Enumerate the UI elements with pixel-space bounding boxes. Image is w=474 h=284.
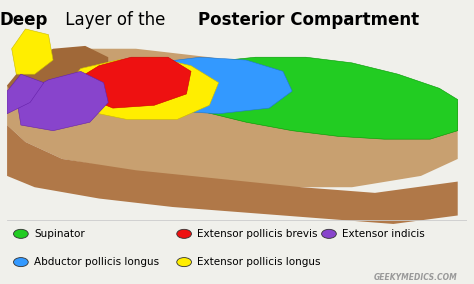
Text: Supinator: Supinator <box>34 229 85 239</box>
Polygon shape <box>7 46 108 111</box>
Polygon shape <box>62 57 219 119</box>
Polygon shape <box>7 74 44 114</box>
Polygon shape <box>7 125 458 224</box>
Circle shape <box>177 229 191 238</box>
Polygon shape <box>182 57 458 139</box>
Circle shape <box>322 229 337 238</box>
Polygon shape <box>16 71 108 131</box>
Circle shape <box>14 229 28 238</box>
Text: Extensor indicis: Extensor indicis <box>342 229 425 239</box>
Text: Abductor pollicis longus: Abductor pollicis longus <box>34 257 159 267</box>
Text: Deep: Deep <box>0 11 47 29</box>
Text: Extensor pollicis brevis: Extensor pollicis brevis <box>198 229 318 239</box>
Polygon shape <box>76 57 191 108</box>
Text: Layer of the: Layer of the <box>60 11 170 29</box>
Text: Posterior Compartment: Posterior Compartment <box>198 11 419 29</box>
Circle shape <box>14 258 28 267</box>
Text: Extensor pollicis longus: Extensor pollicis longus <box>198 257 321 267</box>
Text: GEEKYMEDICS.COM: GEEKYMEDICS.COM <box>374 273 458 282</box>
Polygon shape <box>94 57 292 114</box>
Polygon shape <box>7 49 458 187</box>
Polygon shape <box>12 29 53 74</box>
Circle shape <box>177 258 191 267</box>
